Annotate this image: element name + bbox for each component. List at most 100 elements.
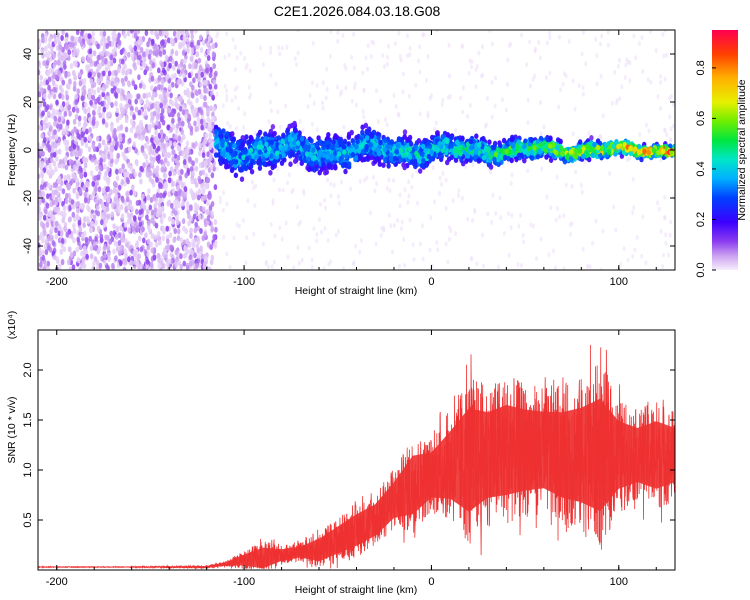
noise-mark bbox=[183, 159, 187, 165]
noise-mark bbox=[171, 187, 176, 194]
sparse-mark bbox=[285, 44, 289, 50]
noise-mark bbox=[170, 48, 175, 55]
noise-mark bbox=[53, 38, 58, 45]
sparse-mark bbox=[408, 217, 412, 223]
sparse-mark bbox=[619, 261, 622, 267]
noise-mark bbox=[186, 87, 190, 94]
sparse-mark bbox=[436, 247, 440, 253]
noise-mark bbox=[50, 112, 54, 119]
noise-mark bbox=[197, 69, 202, 76]
noise-mark bbox=[183, 190, 188, 197]
noise-mark bbox=[160, 142, 165, 149]
noise-mark bbox=[110, 125, 114, 132]
sparse-mark bbox=[375, 181, 379, 187]
sparse-mark bbox=[471, 162, 475, 167]
noise-mark bbox=[136, 224, 140, 231]
noise-mark bbox=[67, 259, 71, 266]
noise-mark bbox=[150, 75, 155, 82]
noise-mark bbox=[150, 30, 154, 35]
sparse-mark bbox=[266, 264, 270, 270]
sparse-mark bbox=[407, 179, 411, 185]
noise-mark bbox=[121, 197, 125, 204]
noise-mark bbox=[150, 103, 154, 110]
noise-mark bbox=[41, 197, 45, 204]
noise-mark bbox=[99, 233, 104, 240]
noise-mark bbox=[168, 55, 173, 62]
sparse-mark bbox=[384, 117, 387, 123]
noise-mark bbox=[101, 118, 106, 125]
noise-mark bbox=[54, 233, 59, 240]
noise-mark bbox=[80, 140, 85, 147]
noise-mark bbox=[119, 260, 123, 267]
sparse-mark bbox=[248, 68, 252, 74]
noise-mark bbox=[38, 124, 42, 131]
sparse-mark bbox=[454, 231, 458, 237]
noise-mark bbox=[177, 34, 181, 41]
noise-mark bbox=[72, 203, 76, 210]
noise-mark bbox=[158, 181, 162, 188]
noise-mark bbox=[183, 58, 187, 64]
sparse-mark bbox=[398, 263, 401, 269]
sparse-mark bbox=[323, 198, 326, 203]
sparse-mark bbox=[252, 231, 256, 237]
noise-mark bbox=[42, 101, 47, 108]
spectrogram-heatmap bbox=[38, 30, 675, 270]
sparse-mark bbox=[421, 223, 424, 229]
noise-mark bbox=[163, 39, 168, 45]
noise-mark bbox=[107, 70, 112, 77]
noise-mark bbox=[144, 153, 149, 160]
sparse-mark bbox=[295, 204, 299, 210]
noise-mark bbox=[133, 64, 137, 71]
noise-mark bbox=[38, 199, 42, 206]
noise-mark bbox=[143, 110, 148, 116]
noise-mark bbox=[197, 57, 202, 64]
noise-mark bbox=[123, 50, 128, 57]
sparse-mark bbox=[587, 130, 591, 136]
noise-mark bbox=[145, 258, 150, 265]
noise-mark bbox=[130, 30, 134, 34]
noise-mark bbox=[177, 120, 182, 127]
noise-mark bbox=[54, 206, 59, 213]
sparse-mark bbox=[336, 38, 340, 44]
noise-mark bbox=[125, 196, 130, 203]
sparse-mark bbox=[243, 111, 247, 117]
noise-mark bbox=[196, 194, 201, 201]
noise-mark bbox=[48, 171, 53, 178]
noise-mark bbox=[54, 189, 58, 196]
sparse-mark bbox=[406, 199, 410, 205]
noise-mark bbox=[57, 116, 62, 123]
sparse-mark bbox=[387, 177, 391, 183]
noise-mark bbox=[199, 228, 203, 234]
noise-mark bbox=[71, 211, 76, 218]
noise-mark bbox=[173, 228, 178, 235]
noise-mark bbox=[147, 53, 152, 60]
noise-mark bbox=[138, 171, 142, 178]
noise-mark bbox=[119, 106, 124, 113]
noise-mark bbox=[67, 49, 72, 56]
noise-mark bbox=[99, 157, 103, 164]
noise-mark bbox=[194, 165, 199, 172]
sparse-mark bbox=[473, 207, 477, 213]
noise-mark bbox=[70, 35, 75, 42]
noise-mark bbox=[150, 159, 155, 166]
noise-mark bbox=[59, 123, 63, 130]
sparse-mark bbox=[332, 182, 336, 188]
sparse-mark bbox=[400, 219, 404, 225]
noise-mark bbox=[166, 244, 171, 251]
noise-mark bbox=[191, 160, 195, 167]
noise-mark bbox=[201, 152, 206, 159]
sparse-mark bbox=[361, 70, 365, 76]
noise-mark bbox=[145, 159, 149, 166]
noise-mark bbox=[208, 83, 213, 90]
signal-mark bbox=[449, 154, 454, 161]
sparse-mark bbox=[669, 93, 673, 99]
noise-mark bbox=[45, 221, 50, 228]
noise-mark bbox=[174, 205, 178, 211]
noise-mark bbox=[123, 171, 127, 178]
noise-mark bbox=[197, 214, 202, 221]
noise-mark bbox=[58, 158, 63, 165]
noise-mark bbox=[181, 49, 186, 56]
sparse-mark bbox=[412, 257, 416, 262]
noise-mark bbox=[176, 30, 181, 36]
noise-mark bbox=[57, 50, 62, 57]
